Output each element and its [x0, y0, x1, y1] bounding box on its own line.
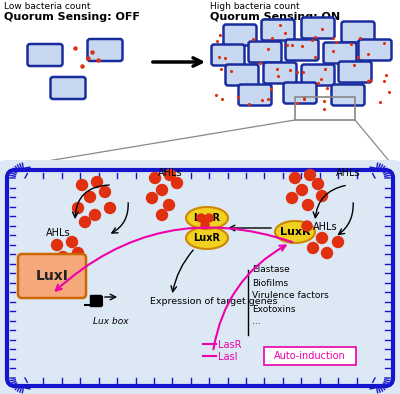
FancyBboxPatch shape — [338, 61, 372, 82]
Circle shape — [302, 221, 312, 231]
Text: LasR: LasR — [218, 340, 242, 350]
Text: LuxI: LuxI — [36, 269, 68, 283]
Circle shape — [156, 210, 168, 221]
Text: Expression of target genes: Expression of target genes — [150, 297, 278, 305]
Text: LuxR: LuxR — [194, 213, 220, 223]
Circle shape — [66, 236, 78, 247]
Text: AHLs: AHLs — [336, 168, 360, 178]
Text: High bacteria count: High bacteria count — [210, 2, 300, 11]
Text: LasI: LasI — [218, 352, 238, 362]
Text: Lux box: Lux box — [93, 317, 129, 326]
Circle shape — [58, 251, 68, 262]
Circle shape — [156, 184, 168, 195]
Text: Virulence factors: Virulence factors — [252, 292, 329, 301]
Ellipse shape — [186, 227, 228, 249]
FancyBboxPatch shape — [342, 22, 374, 43]
Text: LuxR: LuxR — [194, 233, 220, 243]
Circle shape — [80, 216, 90, 227]
Circle shape — [316, 232, 328, 243]
Circle shape — [52, 240, 62, 251]
Circle shape — [72, 203, 84, 214]
FancyBboxPatch shape — [50, 77, 86, 99]
Text: Biofilms: Biofilms — [252, 279, 288, 288]
Text: Quorum Sensing: OFF: Quorum Sensing: OFF — [4, 12, 140, 22]
Circle shape — [146, 193, 158, 203]
Circle shape — [72, 247, 84, 258]
FancyBboxPatch shape — [264, 63, 296, 84]
Text: Auto-induction: Auto-induction — [274, 351, 346, 361]
Circle shape — [205, 214, 213, 222]
Circle shape — [92, 177, 102, 188]
FancyBboxPatch shape — [284, 82, 316, 104]
Text: ...: ... — [252, 318, 261, 327]
FancyBboxPatch shape — [324, 43, 356, 63]
FancyBboxPatch shape — [264, 347, 356, 365]
Text: Exotoxins: Exotoxins — [252, 305, 296, 314]
Text: AHLs: AHLs — [158, 168, 182, 178]
Circle shape — [104, 203, 116, 214]
FancyBboxPatch shape — [28, 44, 62, 66]
Text: Low bacteria count: Low bacteria count — [4, 2, 90, 11]
FancyBboxPatch shape — [358, 39, 392, 61]
Circle shape — [172, 178, 182, 188]
Circle shape — [286, 193, 298, 203]
Circle shape — [302, 199, 314, 210]
FancyBboxPatch shape — [212, 45, 244, 65]
Circle shape — [201, 221, 209, 229]
Circle shape — [164, 169, 176, 180]
Text: LuxR: LuxR — [280, 227, 310, 237]
Text: Quorum Sensing: ON: Quorum Sensing: ON — [210, 12, 340, 22]
Circle shape — [164, 199, 174, 210]
Circle shape — [150, 173, 160, 184]
FancyBboxPatch shape — [262, 19, 294, 41]
Circle shape — [322, 247, 332, 258]
FancyBboxPatch shape — [248, 41, 282, 63]
Text: AHLs: AHLs — [313, 222, 337, 232]
Text: AHLs: AHLs — [46, 228, 70, 238]
FancyBboxPatch shape — [226, 65, 258, 85]
Circle shape — [90, 210, 100, 221]
Circle shape — [296, 184, 308, 195]
Ellipse shape — [275, 221, 315, 243]
Text: Elastase: Elastase — [252, 266, 290, 275]
Circle shape — [304, 169, 316, 180]
FancyBboxPatch shape — [18, 254, 86, 298]
Circle shape — [100, 186, 110, 197]
Circle shape — [48, 255, 58, 266]
FancyBboxPatch shape — [88, 39, 122, 61]
Circle shape — [197, 214, 205, 222]
FancyBboxPatch shape — [302, 17, 334, 39]
FancyBboxPatch shape — [238, 84, 272, 106]
Circle shape — [84, 191, 96, 203]
Circle shape — [332, 236, 344, 247]
Bar — [90, 295, 101, 306]
Circle shape — [308, 242, 318, 253]
Circle shape — [312, 178, 324, 190]
Circle shape — [76, 180, 88, 191]
Ellipse shape — [186, 207, 228, 229]
FancyBboxPatch shape — [302, 65, 334, 85]
Circle shape — [290, 173, 300, 184]
Circle shape — [316, 191, 328, 201]
FancyBboxPatch shape — [0, 160, 400, 394]
FancyBboxPatch shape — [286, 39, 318, 61]
FancyBboxPatch shape — [332, 84, 364, 106]
FancyBboxPatch shape — [224, 24, 256, 45]
